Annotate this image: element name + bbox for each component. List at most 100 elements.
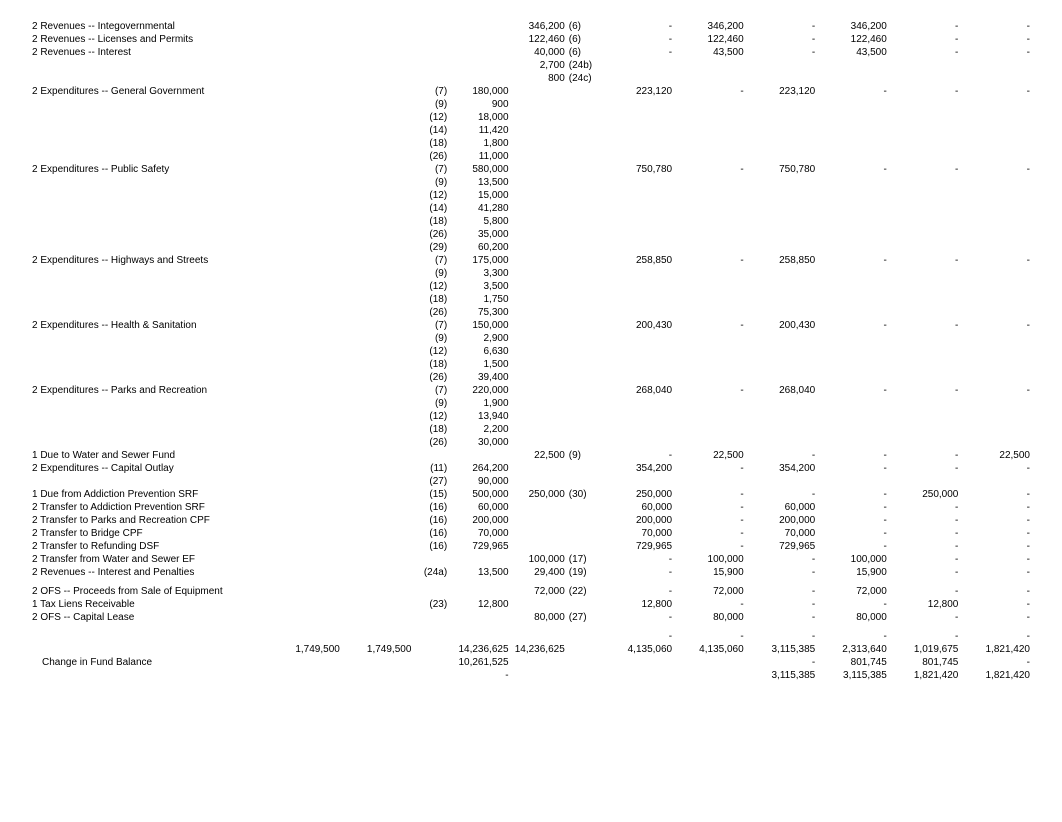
amt-b: 3,500 [449, 280, 510, 293]
row-label: 2 Revenues -- Interest [30, 46, 286, 59]
ref-a: (11) [413, 462, 449, 475]
row-label [30, 475, 286, 488]
amt-c [511, 228, 567, 241]
ref-d [567, 319, 603, 332]
totals-label: Change in Fund Balance [30, 656, 286, 669]
ledger-row: 2 Transfer from Water and Sewer EF100,00… [30, 553, 1032, 566]
amt-b [449, 553, 510, 566]
row-label [30, 72, 286, 85]
ref-a: (16) [413, 540, 449, 553]
ref-a: (27) [413, 475, 449, 488]
amt-c [511, 501, 567, 514]
ref-a [413, 449, 449, 462]
ref-d [567, 163, 603, 176]
ledger-row: (26)75,300 [30, 306, 1032, 319]
amt-b: 60,200 [449, 241, 510, 254]
ledger-row: (12)15,000 [30, 189, 1032, 202]
row-label: 2 Revenues -- Licenses and Permits [30, 33, 286, 46]
amt-b [449, 59, 510, 72]
ref-a: (14) [413, 124, 449, 137]
row-label [30, 280, 286, 293]
ref-a [413, 585, 449, 598]
amt-b: 39,400 [449, 371, 510, 384]
ref-d [567, 332, 603, 345]
row-label [30, 267, 286, 280]
ref-d [567, 630, 603, 643]
row-label [30, 293, 286, 306]
ref-d [567, 293, 603, 306]
ref-d: (6) [567, 20, 603, 33]
ledger-row: (9)2,900 [30, 332, 1032, 345]
ref-d [567, 254, 603, 267]
ledger-row: 2 Revenues -- Integovernmental346,200(6)… [30, 20, 1032, 33]
ledger-row: 2 Expenditures -- Health & Sanitation(7)… [30, 319, 1032, 332]
row-label: 1 Due from Addiction Prevention SRF [30, 488, 286, 501]
ref-d [567, 306, 603, 319]
row-label: 1 Due to Water and Sewer Fund [30, 449, 286, 462]
ref-a [413, 33, 449, 46]
row-label: 2 Expenditures -- Capital Outlay [30, 462, 286, 475]
ledger-row: (27)90,000 [30, 475, 1032, 488]
row-label [30, 423, 286, 436]
ledger-row: 2 OFS -- Proceeds from Sale of Equipment… [30, 585, 1032, 598]
row-label: 2 Transfer to Refunding DSF [30, 540, 286, 553]
amt-c [511, 384, 567, 397]
amt-c [511, 358, 567, 371]
amt-b: 70,000 [449, 527, 510, 540]
totals-label [30, 669, 286, 682]
ref-d: (6) [567, 33, 603, 46]
ref-d: (17) [567, 553, 603, 566]
ref-a: (16) [413, 514, 449, 527]
amt-b: 75,300 [449, 306, 510, 319]
ledger-row: (18)1,500 [30, 358, 1032, 371]
amt-c [511, 254, 567, 267]
row-label [30, 241, 286, 254]
ref-a: (12) [413, 280, 449, 293]
ref-a: (7) [413, 163, 449, 176]
amt-b: 900 [449, 98, 510, 111]
ledger-row: 2 Transfer to Parks and Recreation CPF (1… [30, 514, 1032, 527]
ref-a: (18) [413, 215, 449, 228]
ledger-row: 2 Expenditures -- Highways and Streets(7… [30, 254, 1032, 267]
ref-d: (27) [567, 611, 603, 624]
ledger-row: 800(24c) [30, 72, 1032, 85]
ref-d [567, 514, 603, 527]
amt-b: 15,000 [449, 189, 510, 202]
ref-a: (7) [413, 254, 449, 267]
ref-d [567, 436, 603, 449]
ref-d [567, 598, 603, 611]
row-label: 2 Transfer from Water and Sewer EF [30, 553, 286, 566]
amt-c [511, 189, 567, 202]
ledger-row: (9)1,900 [30, 397, 1032, 410]
amt-b: 18,000 [449, 111, 510, 124]
ref-a: (26) [413, 371, 449, 384]
amt-b: 580,000 [449, 163, 510, 176]
ref-a: (29) [413, 241, 449, 254]
row-label [30, 410, 286, 423]
ref-d [567, 111, 603, 124]
ledger-row: (26)35,000 [30, 228, 1032, 241]
ref-a [413, 611, 449, 624]
amt-c [511, 475, 567, 488]
amt-b: 264,200 [449, 462, 510, 475]
ref-d: (6) [567, 46, 603, 59]
ref-d: (22) [567, 585, 603, 598]
row-label: 2 Transfer to Parks and Recreation CPF [30, 514, 286, 527]
amt-c [511, 98, 567, 111]
amt-b: 1,900 [449, 397, 510, 410]
ref-a: (23) [413, 598, 449, 611]
row-label [30, 436, 286, 449]
ref-d: (9) [567, 449, 603, 462]
amt-c: 800 [511, 72, 567, 85]
totals-row: 1,749,5001,749,50014,236,62514,236,6254,… [30, 643, 1032, 656]
ref-d [567, 501, 603, 514]
ref-d [567, 371, 603, 384]
row-label: 1 Tax Liens Receivable [30, 598, 286, 611]
amt-c [511, 111, 567, 124]
row-label [30, 630, 286, 643]
row-label: 2 Expenditures -- Health & Sanitation [30, 319, 286, 332]
row-label: 2 Revenues -- Integovernmental [30, 20, 286, 33]
ref-a: (12) [413, 345, 449, 358]
amt-b: 12,800 [449, 598, 510, 611]
amt-b [449, 72, 510, 85]
